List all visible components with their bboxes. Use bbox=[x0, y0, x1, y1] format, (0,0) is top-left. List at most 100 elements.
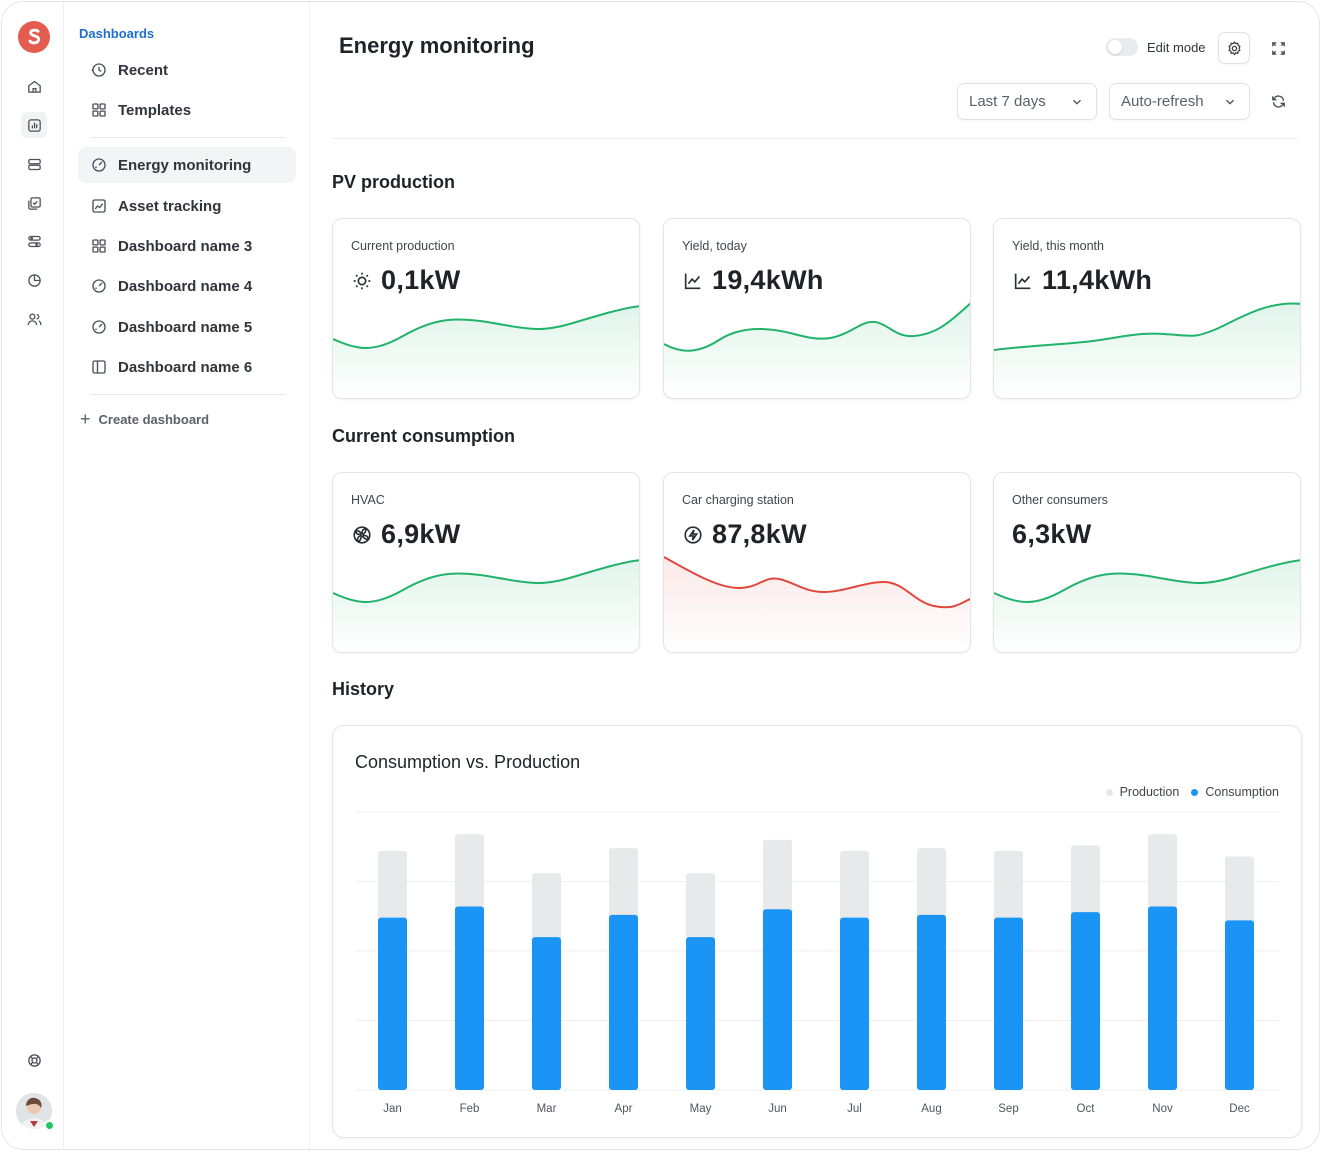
metric-card-yield-month[interactable]: Yield, this month 11,4kWh bbox=[993, 218, 1301, 399]
card-label: Yield, this month bbox=[1012, 239, 1104, 253]
bar-consumption-sep[interactable] bbox=[994, 917, 1023, 1090]
metric-card-other-consumers[interactable]: Other consumers 6,3kW bbox=[993, 472, 1301, 653]
bar-consumption-feb[interactable] bbox=[455, 906, 484, 1090]
edit-mode-toggle[interactable]: Edit mode bbox=[1106, 38, 1206, 56]
card-label: Current production bbox=[351, 239, 455, 253]
icon-rail bbox=[2, 2, 64, 1149]
sidebar-item-asset-tracking[interactable]: Asset tracking bbox=[78, 188, 296, 224]
card-value: 19,4kWh bbox=[712, 265, 824, 295]
bar-consumption-may[interactable] bbox=[686, 937, 715, 1090]
card-value-row: 19,4kWh bbox=[682, 265, 824, 296]
card-value-row: 0,1kW bbox=[351, 265, 461, 296]
sparkline bbox=[333, 305, 639, 398]
dashboard-chart-icon[interactable] bbox=[21, 112, 47, 138]
sidebar-item-label: Dashboard name 6 bbox=[118, 358, 253, 376]
sidebar-item-dashboard-4[interactable]: Dashboard name 4 bbox=[78, 268, 296, 304]
section-title-pv: PV production bbox=[332, 172, 455, 192]
grid-icon bbox=[90, 237, 108, 255]
tasks-icon[interactable] bbox=[21, 190, 47, 216]
brand-logo-icon[interactable] bbox=[18, 21, 50, 53]
refresh-button[interactable] bbox=[1262, 85, 1294, 117]
x-tick-label: Nov bbox=[1152, 1103, 1173, 1115]
bar-consumption-oct[interactable] bbox=[1071, 912, 1100, 1090]
section-title-consumption: Current consumption bbox=[332, 426, 515, 446]
auto-refresh-select[interactable]: Auto-refresh bbox=[1109, 83, 1250, 120]
section-title-history: History bbox=[332, 679, 395, 699]
sliders-icon[interactable] bbox=[21, 228, 47, 254]
sidebar-item-label: Energy monitoring bbox=[118, 156, 252, 174]
toggle-switch[interactable] bbox=[1106, 38, 1138, 56]
card-label: Other consumers bbox=[1012, 493, 1108, 507]
plus-icon: + bbox=[80, 408, 91, 429]
card-value: 0,1kW bbox=[381, 265, 461, 295]
main-content: Energy monitoring Edit mode Last 7 days … bbox=[310, 2, 1319, 1149]
help-lifebuoy-icon[interactable] bbox=[21, 1047, 47, 1073]
bar-consumption-jul[interactable] bbox=[840, 917, 869, 1090]
sidebar-divider bbox=[90, 394, 286, 395]
x-tick-label: Aug bbox=[921, 1103, 941, 1115]
sidebar-item-dashboard-6[interactable]: Dashboard name 6 bbox=[78, 349, 296, 385]
chart-legend: Production Consumption bbox=[1094, 785, 1279, 799]
card-value-row: 11,4kWh bbox=[1012, 265, 1152, 296]
sidebar-item-templates[interactable]: Templates bbox=[78, 92, 296, 128]
chart-image-icon bbox=[90, 197, 108, 215]
legend-swatch-production bbox=[1105, 788, 1113, 796]
bar-consumption-jan[interactable] bbox=[378, 917, 407, 1090]
chevron-down-icon bbox=[1073, 99, 1081, 105]
sidebar-divider bbox=[90, 137, 286, 138]
sidebar-item-label: Templates bbox=[118, 101, 192, 119]
x-tick-label: Oct bbox=[1077, 1103, 1096, 1115]
x-tick-label: Apr bbox=[615, 1103, 633, 1115]
line-chart-icon bbox=[682, 270, 704, 292]
card-value-row: 87,8kW bbox=[682, 519, 807, 550]
x-tick-label: Jun bbox=[768, 1103, 787, 1115]
sparkline bbox=[994, 302, 1300, 398]
bar-consumption-mar[interactable] bbox=[532, 937, 561, 1090]
legend-item-consumption[interactable]: Consumption bbox=[1191, 785, 1279, 799]
sidebar-item-label: Asset tracking bbox=[118, 197, 222, 215]
card-value-row: 6,3kW bbox=[1012, 519, 1092, 550]
x-tick-label: Mar bbox=[537, 1103, 557, 1115]
server-icon[interactable] bbox=[21, 151, 47, 177]
users-icon[interactable] bbox=[21, 306, 47, 332]
metric-card-hvac[interactable]: HVAC 6,9kW bbox=[332, 472, 640, 653]
bar-consumption-dec[interactable] bbox=[1225, 920, 1254, 1090]
sidebar-item-dashboard-5[interactable]: Dashboard name 5 bbox=[78, 309, 296, 345]
legend-item-production[interactable]: Production bbox=[1105, 785, 1179, 799]
gauge-icon bbox=[90, 156, 108, 174]
sparkline bbox=[333, 559, 639, 652]
sparkline bbox=[664, 302, 970, 398]
sidebar-item-label: Dashboard name 4 bbox=[118, 277, 253, 295]
sidebar-item-label: Dashboard name 5 bbox=[118, 318, 253, 336]
card-label: HVAC bbox=[351, 493, 385, 507]
create-dashboard-label: Create dashboard bbox=[98, 411, 210, 427]
metric-card-car-charging[interactable]: Car charging station 87,8kW bbox=[663, 472, 971, 653]
fan-icon bbox=[351, 524, 373, 546]
sun-icon bbox=[351, 270, 373, 292]
metric-card-yield-today[interactable]: Yield, today 19,4kWh bbox=[663, 218, 971, 399]
sidebar-item-dashboard-3[interactable]: Dashboard name 3 bbox=[78, 228, 296, 264]
legend-swatch-consumption bbox=[1191, 788, 1199, 796]
refresh-icon bbox=[1271, 94, 1285, 108]
bar-consumption-nov[interactable] bbox=[1148, 906, 1177, 1090]
settings-button[interactable] bbox=[1218, 32, 1250, 64]
card-label: Car charging station bbox=[682, 493, 794, 507]
sidebar-heading[interactable]: Dashboards bbox=[79, 26, 155, 41]
chart-title: Consumption vs. Production bbox=[355, 752, 581, 772]
panel-icon bbox=[90, 358, 108, 376]
card-value: 11,4kWh bbox=[1042, 265, 1153, 295]
bar-consumption-apr[interactable] bbox=[609, 914, 638, 1090]
x-tick-label: May bbox=[690, 1103, 712, 1115]
home-icon[interactable] bbox=[21, 73, 47, 99]
create-dashboard-button[interactable]: + Create dashboard bbox=[80, 409, 209, 429]
x-tick-label: Feb bbox=[460, 1103, 480, 1115]
bar-consumption-jun[interactable] bbox=[763, 909, 792, 1090]
sidebar-item-recent[interactable]: Recent bbox=[78, 52, 296, 88]
sidebar-item-energy-monitoring[interactable]: Energy monitoring bbox=[78, 147, 296, 183]
history-chart-card: Consumption vs. Production Production Co… bbox=[332, 725, 1302, 1138]
metric-card-current-production[interactable]: Current production 0,1kW bbox=[332, 218, 640, 399]
pie-chart-icon[interactable] bbox=[21, 267, 47, 293]
fullscreen-button[interactable] bbox=[1262, 32, 1294, 64]
bar-consumption-aug[interactable] bbox=[917, 914, 946, 1090]
time-range-select[interactable]: Last 7 days bbox=[957, 83, 1097, 120]
